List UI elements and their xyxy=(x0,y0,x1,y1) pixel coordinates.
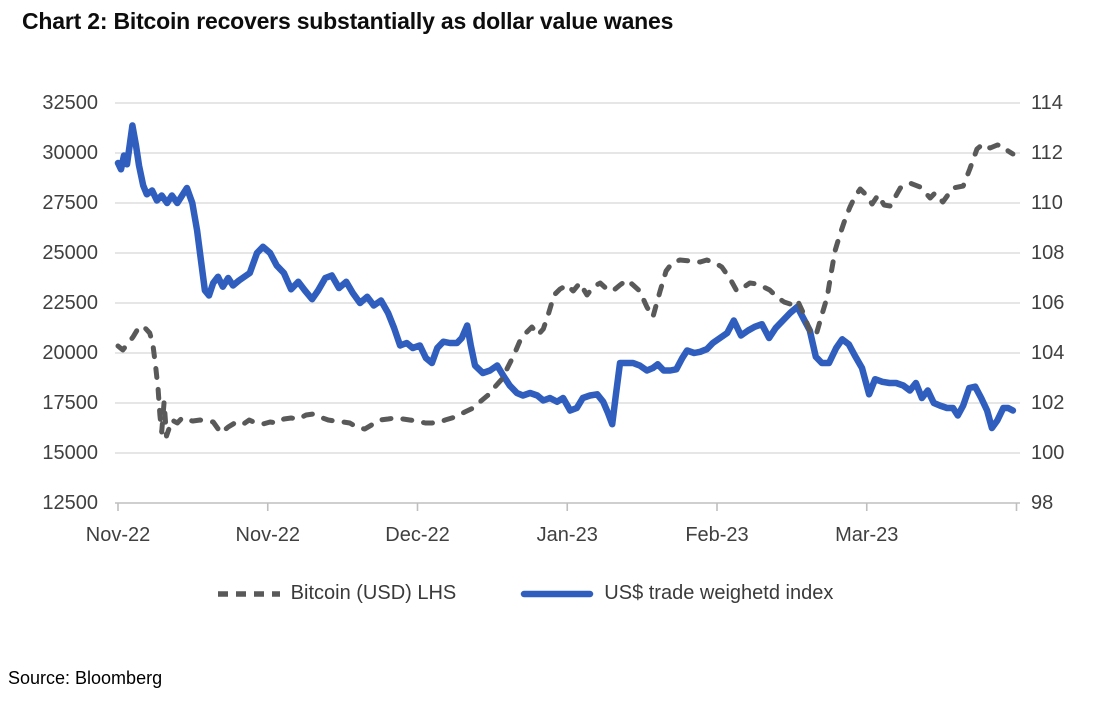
y-axis-label-left: 17500 xyxy=(42,392,98,414)
x-axis-label: Jan-23 xyxy=(537,524,598,546)
y-axis-label-right: 98 xyxy=(1031,492,1053,514)
legend-label-usd-index: US$ trade weighetd index xyxy=(604,582,834,604)
y-axis-label-left: 27500 xyxy=(42,192,98,214)
y-axis-label-right: 108 xyxy=(1031,242,1064,264)
legend-item-bitcoin: Bitcoin (USD) LHS xyxy=(217,582,457,605)
y-axis-label-right: 102 xyxy=(1031,392,1064,414)
legend-label-bitcoin: Bitcoin (USD) LHS xyxy=(290,582,457,604)
y-axis-label-right: 110 xyxy=(1031,192,1063,214)
y-axis-label-left: 25000 xyxy=(42,242,98,264)
y-axis-label-left: 22500 xyxy=(42,292,98,314)
y-axis-label-right: 112 xyxy=(1031,142,1063,164)
x-axis-label: Dec-22 xyxy=(385,524,449,546)
y-axis-label-left: 32500 xyxy=(42,92,98,114)
usd-index-solid-line-swatch xyxy=(521,590,594,597)
y-axis-label-left: 30000 xyxy=(42,142,98,164)
y-axis-label-right: 104 xyxy=(1031,342,1064,364)
x-axis-label: Feb-23 xyxy=(685,524,748,546)
y-axis-label-left: 12500 xyxy=(42,492,98,514)
legend-item-usd-index: US$ trade weighetd index xyxy=(520,582,833,605)
y-axis-label-right: 106 xyxy=(1031,292,1064,314)
y-axis-label-left: 20000 xyxy=(42,342,98,364)
bitcoin-dashed-line-swatch xyxy=(217,590,280,597)
bitcoin-series-line xyxy=(115,141,1016,439)
x-axis-label: Mar-23 xyxy=(835,524,898,546)
y-axis-label-right: 100 xyxy=(1031,442,1064,464)
x-axis-label: Nov-22 xyxy=(236,524,300,546)
usd-index-series-line xyxy=(114,122,1017,432)
chart-title: Chart 2: Bitcoin recovers substantially … xyxy=(22,8,674,34)
y-axis-label-right: 114 xyxy=(1031,92,1063,114)
legend: Bitcoin (USD) LHS US$ trade weighetd ind… xyxy=(0,582,1050,605)
source-note: Source: Bloomberg xyxy=(8,668,163,688)
y-axis-label-left: 15000 xyxy=(42,442,98,464)
x-axis-label: Nov-22 xyxy=(86,524,150,546)
